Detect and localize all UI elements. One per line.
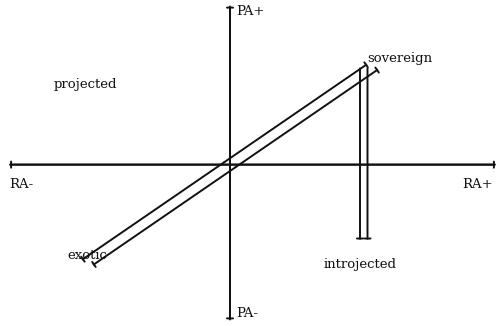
Text: projected: projected (53, 78, 117, 91)
Text: exotic: exotic (68, 249, 108, 262)
Text: introjected: introjected (324, 258, 396, 271)
Text: PA-: PA- (236, 307, 258, 320)
Text: PA+: PA+ (236, 5, 264, 18)
Text: sovereign: sovereign (368, 52, 432, 65)
Text: RA+: RA+ (462, 178, 492, 191)
Text: RA-: RA- (9, 178, 33, 191)
